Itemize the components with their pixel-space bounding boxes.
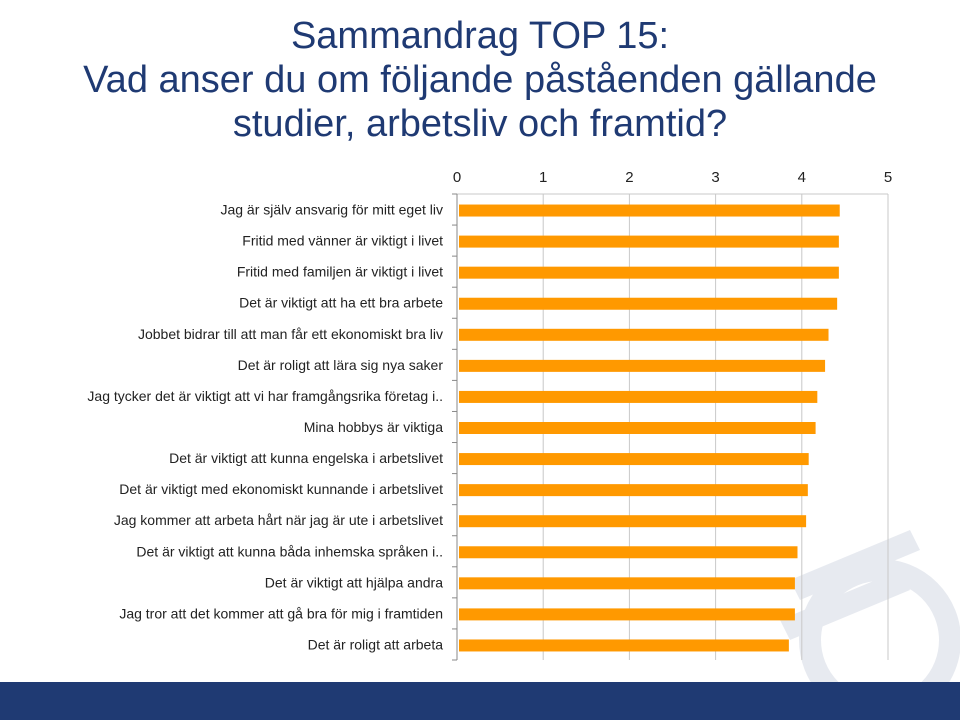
category-label: Jag kommer att arbeta hårt när jag är ut… [114,512,443,528]
title-line-2: Vad anser du om följande påståenden gäll… [83,59,877,101]
bar [459,515,807,528]
category-label: Jobbet bidrar till att man får ett ekono… [138,326,443,342]
bar [459,577,795,590]
footer-bar [0,682,960,720]
bar [459,390,818,403]
category-label: Mina hobbys är viktiga [304,419,444,435]
category-label: Det är viktigt att kunna båda inhemska s… [136,543,443,559]
bar [459,359,826,372]
bar [459,266,839,279]
category-label: Det är viktigt att ha ett bra arbete [239,295,443,311]
bar [459,235,839,248]
category-label: Jag tror att det kommer att gå bra för m… [119,605,443,621]
bar [459,639,789,652]
category-label: Fritid med familjen är viktigt i livet [237,264,443,280]
tick-label: 1 [539,169,547,186]
category-label: Jag tycker det är viktigt att vi har fra… [87,388,443,404]
bar [459,546,798,559]
bar [459,484,808,497]
tick-label: 0 [453,169,461,186]
category-label: Det är roligt att lära sig nya saker [238,357,444,373]
category-label: Det är viktigt att hjälpa andra [265,574,443,590]
bar [459,204,840,217]
category-label: Det är viktigt med ekonomiskt kunnande i… [119,481,443,497]
bar [459,422,816,434]
category-label: Det är viktigt att kunna engelska i arbe… [169,450,443,466]
title-line-3: studier, arbetsliv och framtid? [232,103,728,145]
bar [459,608,795,621]
page-title: Sammandrag TOP 15: Vad anser du om följa… [0,14,960,146]
category-label: Det är roligt att arbeta [308,636,444,652]
category-label: Fritid med vänner är viktigt i livet [242,233,443,249]
tick-label: 2 [625,169,633,186]
category-label: Jag är själv ansvarig för mitt eget liv [220,202,443,218]
tick-label: 3 [711,169,719,186]
bar-chart: 0 1 2 3 4 5 Jag är själv ansvarig för mitt ege… [87,169,892,661]
tick-label: 4 [798,169,806,186]
bar [459,328,829,341]
tick-label: 5 [884,169,892,186]
bar [459,297,838,310]
title-line-1: Sammandrag TOP 15: [290,15,670,57]
bar [459,453,809,466]
